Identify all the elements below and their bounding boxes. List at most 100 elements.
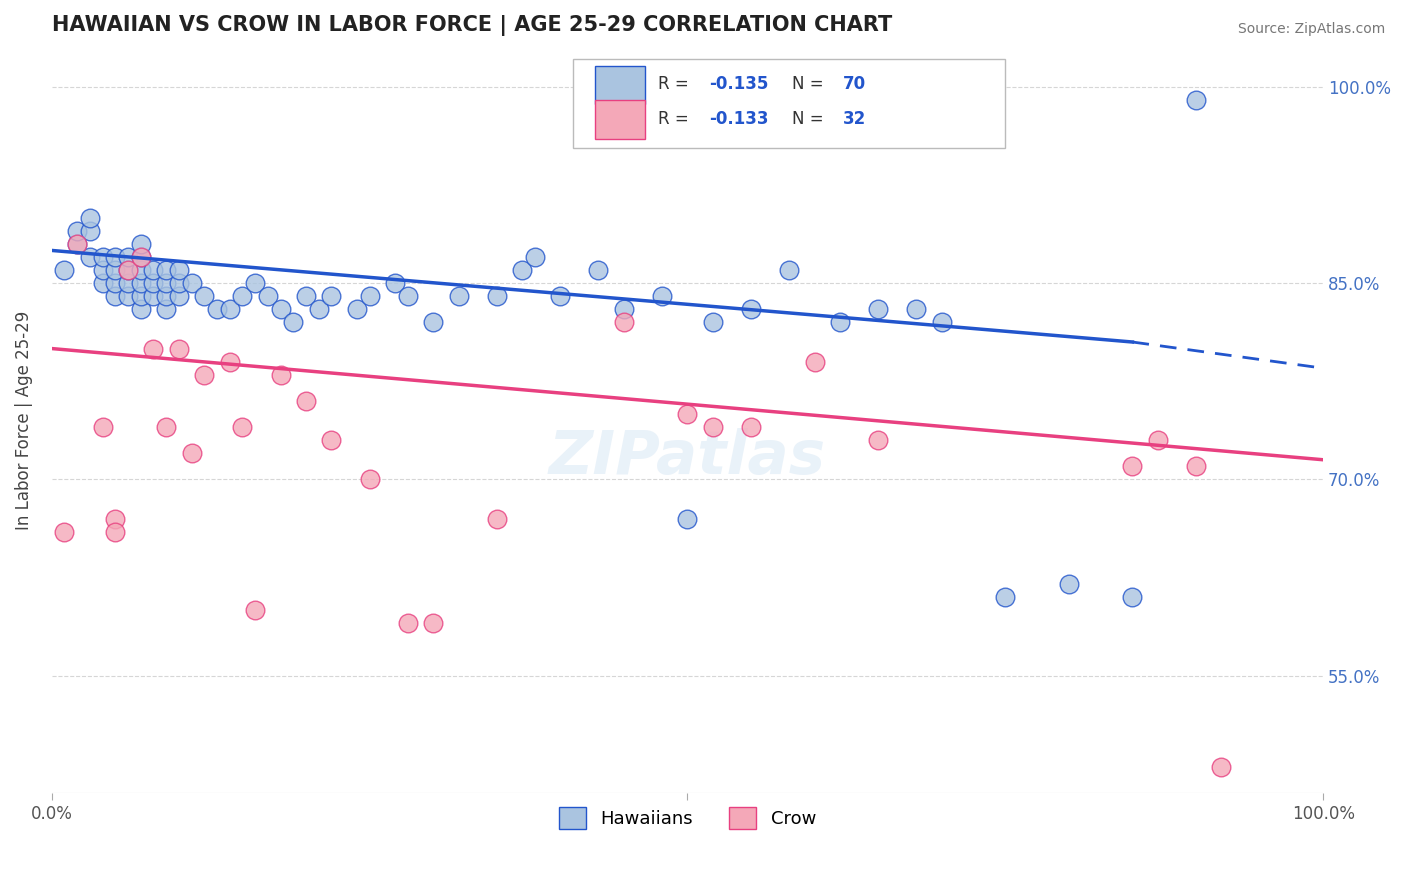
Point [117,289,139,303]
Text: ZIPatlas: ZIPatlas [548,428,825,487]
Point [396,289,419,303]
Point [142,263,165,277]
Point [167,263,190,277]
Point [510,263,533,277]
Point [359,472,381,486]
Point [218,354,240,368]
Point [422,616,444,631]
Point [142,276,165,290]
FancyBboxPatch shape [595,66,645,104]
Point [167,276,190,290]
Point [931,315,953,329]
Point [129,236,152,251]
Point [79,250,101,264]
Text: -0.135: -0.135 [709,75,769,93]
Point [155,276,177,290]
Point [66,236,89,251]
Point [79,224,101,238]
Point [828,315,851,329]
Point [270,368,292,382]
Point [155,289,177,303]
Point [485,511,508,525]
Point [740,302,762,317]
Point [104,511,127,525]
Point [740,420,762,434]
Point [1211,760,1233,774]
Text: -0.133: -0.133 [709,110,769,128]
Point [868,433,890,447]
Point [180,276,202,290]
Point [91,263,114,277]
Point [66,236,89,251]
Point [104,263,127,277]
Point [104,250,127,264]
Point [117,250,139,264]
Point [79,211,101,225]
Text: 70: 70 [842,75,866,93]
Point [167,342,190,356]
Point [613,315,636,329]
Point [129,250,152,264]
Point [702,420,724,434]
Point [1121,590,1143,604]
Text: R =: R = [658,110,695,128]
Point [994,590,1017,604]
Point [485,289,508,303]
Point [321,289,343,303]
Text: N =: N = [792,110,828,128]
Point [91,276,114,290]
Y-axis label: In Labor Force | Age 25-29: In Labor Force | Age 25-29 [15,311,32,530]
Point [384,276,406,290]
Point [447,289,470,303]
Point [167,289,190,303]
Point [129,250,152,264]
Text: Source: ZipAtlas.com: Source: ZipAtlas.com [1237,22,1385,37]
Point [295,289,318,303]
Point [155,302,177,317]
Point [180,446,202,460]
Point [868,302,890,317]
Text: HAWAIIAN VS CROW IN LABOR FORCE | AGE 25-29 CORRELATION CHART: HAWAIIAN VS CROW IN LABOR FORCE | AGE 25… [52,15,891,36]
Point [129,276,152,290]
Point [117,276,139,290]
Point [142,289,165,303]
Point [270,302,292,317]
Point [676,407,699,421]
Point [676,511,699,525]
Point [104,524,127,539]
Point [346,302,368,317]
FancyBboxPatch shape [595,100,645,138]
Point [778,263,800,277]
Point [651,289,673,303]
Point [359,289,381,303]
Point [155,420,177,434]
Point [91,420,114,434]
Point [117,263,139,277]
Point [588,263,610,277]
Point [422,315,444,329]
Point [53,524,76,539]
Point [1057,577,1080,591]
Point [702,315,724,329]
Point [129,289,152,303]
Point [523,250,546,264]
Point [193,289,215,303]
Point [550,289,572,303]
Point [231,420,253,434]
Point [243,603,266,617]
Point [218,302,240,317]
Point [257,289,280,303]
Point [613,302,636,317]
Point [396,616,419,631]
Point [321,433,343,447]
Point [295,393,318,408]
Point [155,263,177,277]
Point [193,368,215,382]
Text: R =: R = [658,75,695,93]
Point [1147,433,1170,447]
Point [117,263,139,277]
Point [1185,459,1208,474]
Point [283,315,305,329]
Point [308,302,330,317]
Text: 32: 32 [842,110,866,128]
